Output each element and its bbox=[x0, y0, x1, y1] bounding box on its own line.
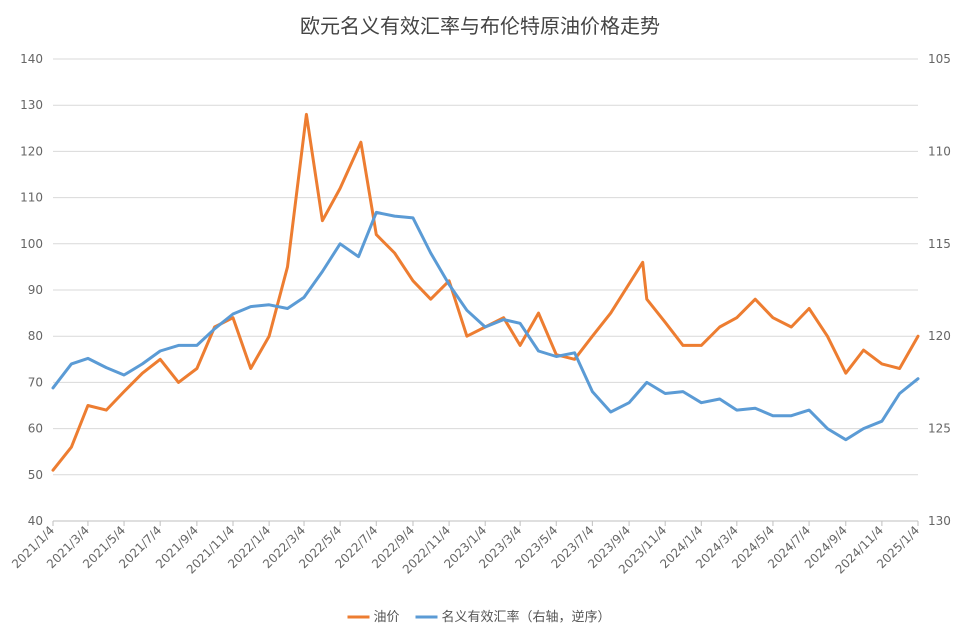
y-left-tick-label: 70 bbox=[28, 375, 43, 389]
y-left-tick-label: 90 bbox=[28, 283, 43, 297]
legend-label: 名义有效汇率（右轴，逆序） bbox=[442, 609, 611, 625]
y-right-tick-label: 130 bbox=[928, 514, 951, 528]
y-right-tick-label: 125 bbox=[928, 422, 951, 436]
y-left-tick-label: 80 bbox=[28, 329, 43, 343]
y-left-tick-label: 140 bbox=[20, 52, 43, 66]
y-left-tick-label: 100 bbox=[20, 237, 43, 251]
y-left-tick-label: 40 bbox=[28, 514, 43, 528]
legend-label: 油价 bbox=[374, 610, 400, 625]
y-right-tick-label: 120 bbox=[928, 329, 951, 343]
y-left-tick-label: 130 bbox=[20, 98, 43, 112]
y-left-tick-label: 120 bbox=[20, 144, 43, 158]
y-right-tick-label: 115 bbox=[928, 237, 951, 251]
y-right-tick-label: 105 bbox=[928, 52, 951, 66]
chart-title: 欧元名义有效汇率与布伦特原油价格走势 bbox=[300, 14, 660, 38]
y-left-tick-label: 50 bbox=[28, 468, 43, 482]
y-left-tick-label: 60 bbox=[28, 422, 43, 436]
y-right-tick-label: 110 bbox=[928, 144, 951, 158]
neer-series-line bbox=[51, 210, 920, 442]
y-left-tick-label: 110 bbox=[20, 191, 43, 205]
